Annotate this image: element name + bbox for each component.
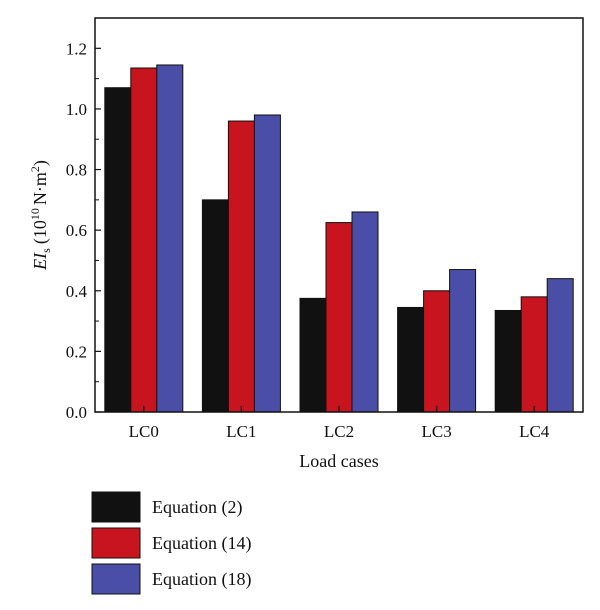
bar-lc0-series-3	[156, 64, 184, 413]
bar-lc3-series-2	[423, 290, 451, 413]
legend-swatch-series-2	[91, 527, 141, 559]
y-tick-label: 0.4	[66, 282, 88, 301]
y-axis-title: EIs(1010N·m2)	[28, 160, 53, 271]
bar-lc4-series-3	[546, 278, 574, 413]
bars-group	[104, 64, 574, 413]
x-axis: LC0 LC1 LC2 LC3 LC4	[129, 406, 550, 441]
bar-lc0-series-1	[104, 87, 132, 413]
y-tick-label: 1.2	[66, 39, 87, 58]
bar-lc1-series-2	[227, 120, 255, 413]
x-axis-title: Load cases	[299, 451, 378, 471]
x-tick-label: LC1	[226, 422, 256, 441]
bar-lc3-series-3	[449, 269, 477, 413]
x-tick-label: LC2	[324, 422, 354, 441]
x-tick-label: LC4	[519, 422, 550, 441]
bar-lc3-series-1	[397, 306, 425, 413]
y-tick-label: 0.6	[66, 221, 87, 240]
bar-lc0-series-2	[130, 67, 158, 413]
bar-lc1-series-3	[253, 114, 281, 413]
legend-label-series-3: Equation (18)	[152, 569, 251, 590]
x-tick-label: LC3	[421, 422, 451, 441]
x-tick-label: LC0	[129, 422, 159, 441]
legend-swatch-series-1	[91, 491, 141, 523]
bar-lc2-series-3	[351, 211, 379, 413]
bar-lc1-series-1	[201, 199, 229, 413]
y-axis: 0.0 0.2 0.4 0.6 0.8 1.0 1.2	[66, 39, 101, 422]
y-tick-label: 1.0	[66, 100, 87, 119]
legend-label-series-2: Equation (14)	[152, 533, 251, 554]
y-tick-label: 0.8	[66, 161, 87, 180]
y-tick-label: 0.2	[66, 342, 87, 361]
bar-lc4-series-1	[494, 309, 522, 413]
bar-lc2-series-1	[299, 297, 327, 413]
legend-label-series-1: Equation (2)	[152, 497, 242, 518]
bar-lc4-series-2	[520, 296, 548, 413]
y-tick-label: 0.0	[66, 403, 87, 422]
legend-swatch-series-3	[91, 563, 141, 595]
legend: Equation (2) Equation (14) Equation (18)	[91, 491, 251, 595]
bar-lc2-series-2	[325, 222, 353, 413]
